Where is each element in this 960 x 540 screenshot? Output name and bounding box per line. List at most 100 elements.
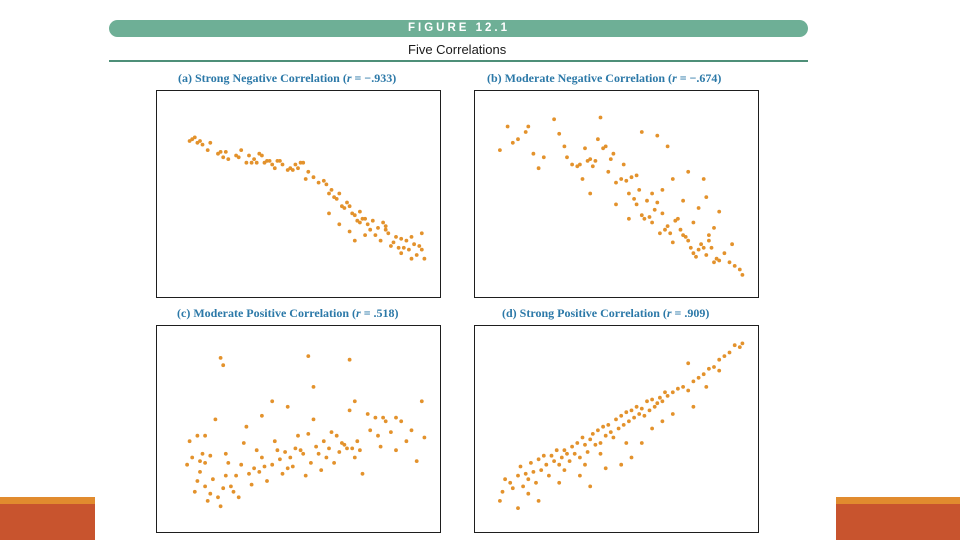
scatter-point-c-56 xyxy=(332,461,336,465)
scatter-point-a-73 xyxy=(401,245,406,250)
scatter-point-c-15 xyxy=(223,473,228,478)
scatter-point-d-95 xyxy=(603,466,608,471)
scatter-point-c-43 xyxy=(298,448,303,453)
scatter-point-c-39 xyxy=(288,455,293,460)
scatter-point-b-20 xyxy=(590,164,595,169)
scatter-point-b-43 xyxy=(652,207,657,212)
panel-title-b: (b) Moderate Negative Correlation (r = −… xyxy=(487,71,722,85)
scatter-point-c-89 xyxy=(394,415,398,420)
scatter-point-d-2 xyxy=(503,477,507,482)
scatter-point-d-62 xyxy=(663,390,667,395)
scatter-point-b-84 xyxy=(730,242,734,247)
scatter-point-b-85 xyxy=(627,216,631,221)
scatter-point-c-36 xyxy=(280,471,285,476)
scatter-point-b-69 xyxy=(722,251,727,256)
scatter-point-c-77 xyxy=(404,439,409,444)
scatter-point-a-78 xyxy=(414,253,419,257)
scatter-point-c-96 xyxy=(223,451,228,456)
scatter-plot-c xyxy=(156,325,441,533)
scatter-point-c-92 xyxy=(285,404,290,409)
scatter-point-a-67 xyxy=(386,231,391,236)
scatter-point-c-23 xyxy=(244,424,249,429)
scatter-point-c-0 xyxy=(185,462,189,467)
scatter-point-c-87 xyxy=(352,399,357,404)
scatter-point-a-22 xyxy=(260,153,264,158)
scatter-point-b-21 xyxy=(593,159,598,163)
scatter-point-a-12 xyxy=(226,157,231,161)
scatter-point-c-33 xyxy=(272,439,277,444)
scatter-point-b-47 xyxy=(663,227,667,232)
scatter-point-c-37 xyxy=(283,450,287,454)
scatter-point-d-27 xyxy=(572,451,577,456)
scatter-point-d-73 xyxy=(717,357,722,362)
scatter-point-c-26 xyxy=(252,466,256,471)
scatter-point-d-43 xyxy=(614,417,618,422)
scatter-point-b-27 xyxy=(608,157,613,161)
scatter-point-a-54 xyxy=(352,213,357,218)
figure-title: Five Correlations xyxy=(408,42,507,57)
scatter-plot-a xyxy=(156,90,441,298)
scatter-point-d-76 xyxy=(732,343,737,348)
scatter-point-d-86 xyxy=(557,480,562,485)
scatter-point-b-61 xyxy=(699,242,703,247)
scatter-point-c-7 xyxy=(203,484,207,489)
scatter-point-d-34 xyxy=(590,432,595,436)
scatter-point-d-32 xyxy=(585,450,590,454)
scatter-point-b-3 xyxy=(516,137,520,142)
scatter-point-b-92 xyxy=(712,226,716,230)
scatter-point-c-4 xyxy=(195,479,200,483)
scatter-point-d-52 xyxy=(637,412,642,416)
scatter-point-d-20 xyxy=(554,448,559,453)
scatter-point-b-86 xyxy=(588,191,593,196)
panel-title-d: (d) Strong Positive Correlation (r = .90… xyxy=(502,306,710,320)
scatter-point-a-42 xyxy=(321,178,326,183)
scatter-point-d-4 xyxy=(510,486,515,491)
scatter-point-a-65 xyxy=(381,220,385,225)
scatter-point-b-42 xyxy=(650,220,654,225)
scatter-point-c-30 xyxy=(262,464,267,469)
scatter-point-a-60 xyxy=(368,227,373,232)
scatter-point-c-78 xyxy=(409,428,414,433)
scatter-point-c-20 xyxy=(236,495,241,500)
scatter-point-b-24 xyxy=(601,146,605,151)
scatter-point-d-6 xyxy=(518,464,523,469)
scatter-point-c-27 xyxy=(254,448,259,453)
scatter-point-b-9 xyxy=(552,117,556,122)
scatter-point-b-11 xyxy=(562,144,567,149)
scatter-plot-b xyxy=(474,90,759,298)
scatter-point-b-89 xyxy=(691,220,696,225)
scatter-point-b-13 xyxy=(570,162,574,167)
scatter-point-c-8 xyxy=(205,499,210,503)
scatter-point-c-85 xyxy=(260,413,264,418)
scatter-point-d-70 xyxy=(701,372,706,377)
scatter-point-d-75 xyxy=(727,350,732,355)
scatter-point-d-36 xyxy=(596,428,600,433)
scatter-point-c-68 xyxy=(365,412,370,416)
corner-accent-left xyxy=(0,497,95,540)
scatter-point-c-42 xyxy=(296,433,300,438)
scatter-point-a-10 xyxy=(223,150,228,154)
scatter-point-a-72 xyxy=(399,251,404,256)
scatter-point-a-82 xyxy=(337,222,342,227)
scatter-point-a-37 xyxy=(301,160,306,165)
scatter-point-d-7 xyxy=(521,484,525,489)
scatter-point-c-17 xyxy=(229,484,233,489)
scatter-point-a-69 xyxy=(391,240,396,245)
scatter-point-c-55 xyxy=(329,430,334,434)
scatter-point-d-28 xyxy=(575,441,580,445)
scatter-point-b-39 xyxy=(642,216,647,221)
scatter-point-a-34 xyxy=(293,162,298,167)
scatter-point-a-91 xyxy=(419,231,424,236)
scatter-point-c-72 xyxy=(378,444,383,449)
scatter-point-b-82 xyxy=(650,191,654,196)
scatter-point-c-29 xyxy=(260,455,264,460)
scatter-point-b-60 xyxy=(696,247,701,252)
scatter-point-d-61 xyxy=(660,399,665,404)
scatter-point-d-59 xyxy=(655,401,660,406)
scatter-point-c-54 xyxy=(327,446,331,451)
scatter-point-c-46 xyxy=(306,432,311,436)
scatter-point-d-74 xyxy=(722,354,727,358)
scatter-point-a-17 xyxy=(247,153,251,158)
scatter-point-d-56 xyxy=(647,408,652,413)
scatter-point-a-2 xyxy=(187,139,192,143)
